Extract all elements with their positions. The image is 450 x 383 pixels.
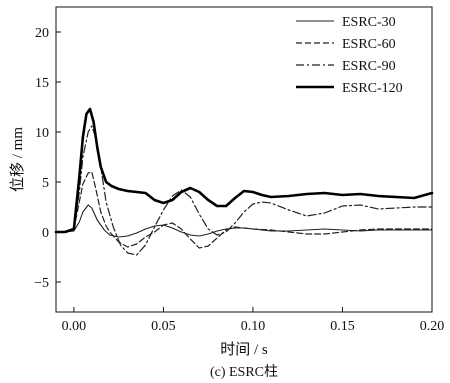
legend: ESRC-30 ESRC-60 ESRC-90 ESRC-120 [296,15,403,96]
legend-label-esrc-60: ESRC-60 [342,37,396,52]
series-line-esrc-60 [55,171,433,249]
series-line-esrc-90 [55,125,433,256]
y-axis-title: 位移 / mm [9,127,26,192]
y-tick-label: 10 [35,126,49,141]
series-line-esrc-30 [55,204,433,238]
y-tick-label: 5 [42,176,49,191]
y-tick-label: 20 [35,26,49,41]
legend-label-esrc-30: ESRC-30 [342,15,396,30]
x-tick-label: 0.00 [62,319,87,334]
legend-label-esrc-120: ESRC-120 [342,81,403,96]
y-tick-label: 15 [35,76,49,91]
axis-tick-labels: 0.00 0.05 0.10 0.15 0.20 −5 0 5 10 15 20 [34,26,444,334]
x-tick-label: 0.15 [330,319,355,334]
x-tick-label: 0.20 [420,319,445,334]
y-tick-label: 0 [42,226,49,241]
plot-border [55,6,433,313]
legend-label-esrc-90: ESRC-90 [342,59,396,74]
x-tick-label: 0.10 [241,319,266,334]
y-tick-label: −5 [34,276,49,291]
x-axis-title: 时间 / s [220,341,268,358]
series-line-esrc-120 [54,107,434,234]
x-tick-label: 0.05 [151,319,176,334]
plot-frame [55,6,433,313]
figure-caption: (c) ESRC柱 [210,364,278,380]
series-layer [54,107,434,256]
axis-ticks [56,31,433,312]
